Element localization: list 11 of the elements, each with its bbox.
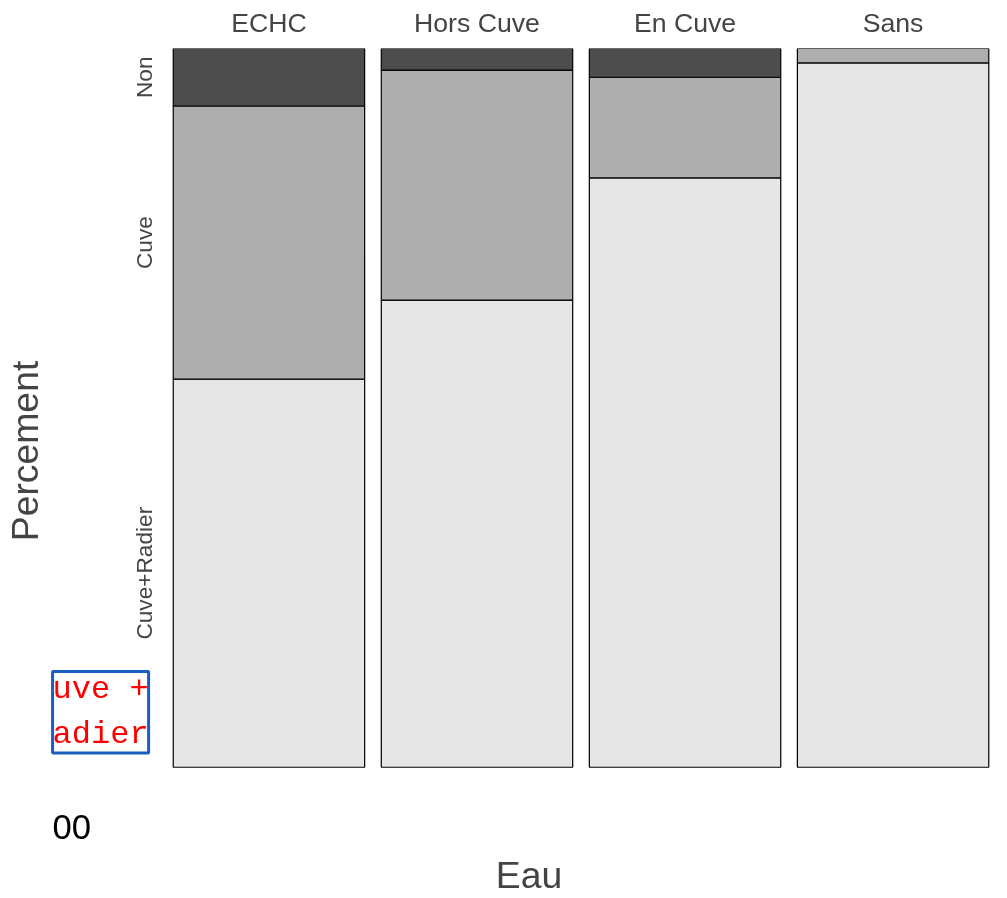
text: Non <box>130 56 157 99</box>
text: 00 <box>52 808 92 847</box>
text: Cuve+Radier <box>130 506 157 640</box>
text: Cuve <box>130 216 157 270</box>
x-tick-label: Sans <box>862 7 924 38</box>
x-tick-label: En Cuve <box>633 7 737 38</box>
x-tick-label: Hors Cuve <box>414 7 540 38</box>
text: uve + adier <box>52 671 149 753</box>
y-axis-title: Percement <box>3 360 46 542</box>
x-tick-label: ECHC <box>231 7 307 38</box>
x-axis-title: Eau <box>495 853 563 896</box>
